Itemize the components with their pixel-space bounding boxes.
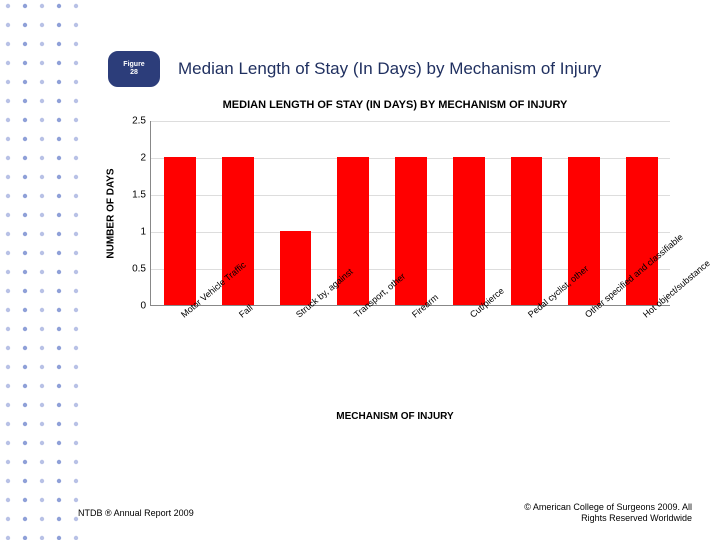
y-ticks: 00.511.522.5 [122, 121, 150, 306]
figure-badge-line2: 28 [130, 69, 138, 77]
y-tick-label: 0.5 [132, 264, 146, 275]
y-tick-label: 0 [140, 301, 146, 312]
x-tick-label: Motor Vehicle Traffic [179, 312, 185, 320]
y-tick-label: 1.5 [132, 190, 146, 201]
x-tick-label: Hot object/substance [641, 312, 647, 320]
gridline [151, 121, 670, 122]
figure-badge-line1: Figure [123, 61, 144, 69]
y-tick-label: 2 [140, 153, 146, 164]
footer-right-line1: © American College of Surgeons 2009. All [524, 502, 692, 513]
x-tick-label: Transport, other [352, 312, 358, 320]
ylabel-col: NUMBER OF DAYS [100, 121, 122, 306]
figure-badge: Figure 28 [108, 51, 160, 87]
x-tick-label: Firearm [410, 312, 416, 320]
y-tick-label: 2.5 [132, 116, 146, 127]
x-tick-label: Pedal cyclist, other [526, 312, 532, 320]
footer-right: © American College of Surgeons 2009. All… [524, 502, 692, 525]
x-tick-label: Fall [237, 312, 243, 320]
chart: MEDIAN LENGTH OF STAY (IN DAYS) BY MECHA… [100, 95, 690, 475]
page-title: Median Length of Stay (In Days) by Mecha… [178, 59, 601, 79]
x-tick-label: Struck by, against [294, 312, 300, 320]
y-axis-label: NUMBER OF DAYS [106, 168, 117, 258]
y-tick-label: 1 [140, 227, 146, 238]
footer-left: NTDB ® Annual Report 2009 [78, 508, 194, 518]
bar [280, 231, 312, 305]
page: Figure 28 Median Length of Stay (In Days… [0, 0, 720, 540]
chart-title: MEDIAN LENGTH OF STAY (IN DAYS) BY MECHA… [100, 99, 690, 111]
x-tick-label: Other specified and classifiable [583, 312, 589, 320]
bar [453, 157, 485, 305]
x-tick-label: Cut/pierce [468, 312, 474, 320]
bar [511, 157, 543, 305]
x-ticks: Motor Vehicle Traffic Fall Struck by, agai… [150, 306, 670, 411]
footer-right-line2: Rights Reserved Worldwide [524, 513, 692, 524]
header: Figure 28 Median Length of Stay (In Days… [108, 50, 601, 88]
bar [164, 157, 196, 305]
decorative-dot-strip [0, 0, 90, 540]
x-axis-label: MECHANISM OF INJURY [100, 411, 690, 422]
